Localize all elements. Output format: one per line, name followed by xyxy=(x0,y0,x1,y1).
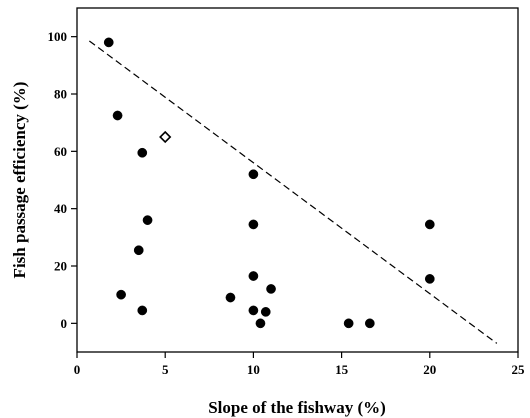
data-point-circle xyxy=(424,274,435,284)
y-tick-label: 40 xyxy=(54,201,67,216)
data-point-circle xyxy=(248,169,259,180)
data-point-circle xyxy=(424,219,435,230)
plot-frame xyxy=(76,7,519,353)
data-point-circle xyxy=(137,305,148,316)
data-point-circle xyxy=(133,245,144,256)
ticks: 0 5 10 15 20 25 0 20 40 60 80 100 xyxy=(48,29,526,377)
data-point-circle xyxy=(112,110,123,121)
data-point-circle xyxy=(137,147,148,158)
axes xyxy=(76,7,519,353)
data-point-circle xyxy=(248,305,259,316)
y-tick-label: 0 xyxy=(61,316,68,331)
x-tick-label: 10 xyxy=(247,362,260,377)
y-tick-label: 100 xyxy=(48,29,68,44)
y-axis-title: Fish passage efficiency (%) xyxy=(10,82,29,279)
x-tick-label: 0 xyxy=(74,362,81,377)
x-tick-label: 5 xyxy=(162,362,169,377)
data-point-circle xyxy=(225,292,236,303)
reference-line-group xyxy=(88,40,498,344)
data-point-circle xyxy=(266,284,276,294)
data-points xyxy=(103,37,435,329)
y-tick-label: 60 xyxy=(54,144,67,159)
data-point-circle xyxy=(343,318,354,329)
axis-labels: Slope of the fishway (%) Fish passage ef… xyxy=(10,82,386,417)
data-point-circle xyxy=(248,219,259,230)
data-point-circle xyxy=(255,318,266,329)
x-tick-label: 25 xyxy=(512,362,526,377)
data-point-circle xyxy=(103,37,114,48)
x-tick-label: 20 xyxy=(423,362,436,377)
data-point-circle xyxy=(364,318,375,329)
dashed-reference-line xyxy=(88,40,498,344)
data-point-circle xyxy=(116,289,126,300)
y-tick-label: 20 xyxy=(54,259,67,274)
x-tick-label: 15 xyxy=(335,362,349,377)
data-point-circle xyxy=(248,271,259,281)
y-tick-label: 80 xyxy=(54,87,67,102)
data-point-diamond xyxy=(159,130,172,144)
data-point-circle xyxy=(142,215,153,225)
x-axis-title: Slope of the fishway (%) xyxy=(208,398,386,417)
data-point-circle xyxy=(260,307,271,317)
